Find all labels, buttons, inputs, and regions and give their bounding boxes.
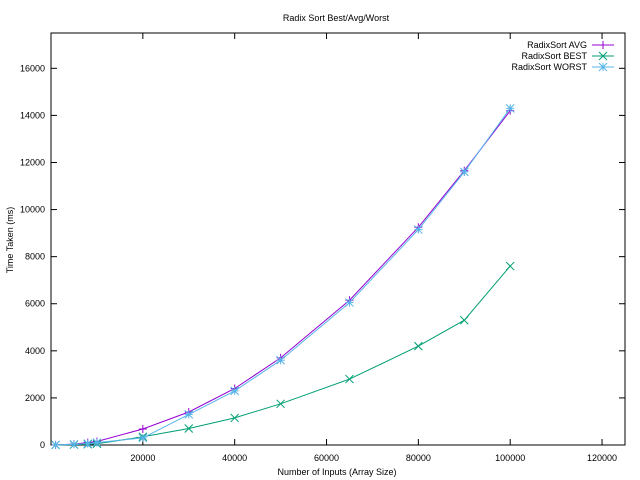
x-tick-label: 80000 (406, 453, 431, 463)
legend-swatch-marker (599, 41, 607, 49)
data-point (184, 410, 194, 419)
data-point (414, 225, 423, 234)
y-tick-label: 6000 (25, 299, 45, 309)
legend-swatch-marker (598, 62, 608, 72)
y-axis-label: Time Taken (ms) (5, 207, 15, 274)
x-tick-label: 20000 (130, 453, 155, 463)
x-tick-label: 120000 (587, 453, 617, 463)
data-point (276, 399, 285, 409)
y-tick-label: 16000 (20, 63, 45, 73)
plot-frame (50, 32, 626, 446)
legend-swatch-marker (598, 51, 608, 61)
y-tick-label: 2000 (25, 393, 45, 403)
data-point (230, 386, 240, 396)
legend-label: RadixSort BEST (521, 51, 587, 61)
series-radixsort-avg (51, 106, 515, 449)
series-line (55, 265, 511, 446)
data-point (230, 413, 240, 423)
data-point (184, 424, 194, 433)
data-point (83, 439, 93, 448)
data-point (138, 424, 147, 433)
data-point (276, 355, 285, 365)
x-axis-label: Number of Inputs (Array Size) (277, 467, 396, 477)
data-point (345, 374, 354, 384)
y-tick-label: 4000 (25, 346, 45, 356)
series-line (55, 108, 511, 446)
x-tick-label: 60000 (314, 453, 339, 463)
y-tick-label: 8000 (25, 252, 45, 262)
data-point (414, 341, 423, 351)
data-point (459, 315, 469, 325)
data-point (51, 440, 60, 450)
series-line (55, 110, 511, 446)
data-point (92, 438, 102, 447)
data-point (459, 167, 469, 177)
y-tick-label: 0 (40, 440, 45, 450)
data-point (505, 261, 515, 271)
data-point (345, 298, 354, 307)
x-tick-label: 40000 (222, 453, 247, 463)
x-tick-label: 100000 (495, 453, 525, 463)
y-tick-label: 14000 (20, 110, 45, 120)
y-tick-label: 10000 (20, 205, 45, 215)
data-point (138, 433, 148, 443)
legend-label: RadixSort AVG (527, 40, 587, 50)
legend-label: RadixSort WORST (511, 62, 587, 72)
data-point (505, 103, 515, 113)
series-radixsort-worst (51, 103, 515, 450)
data-point (69, 439, 79, 449)
series-layer (51, 103, 515, 450)
chart-title: Radix Sort Best/Avg/Worst (283, 13, 390, 23)
axis-ticks: 20000 40000 60000 80000 100000 120000 0 2000 400… (20, 33, 625, 463)
y-tick-label: 12000 (20, 157, 45, 167)
